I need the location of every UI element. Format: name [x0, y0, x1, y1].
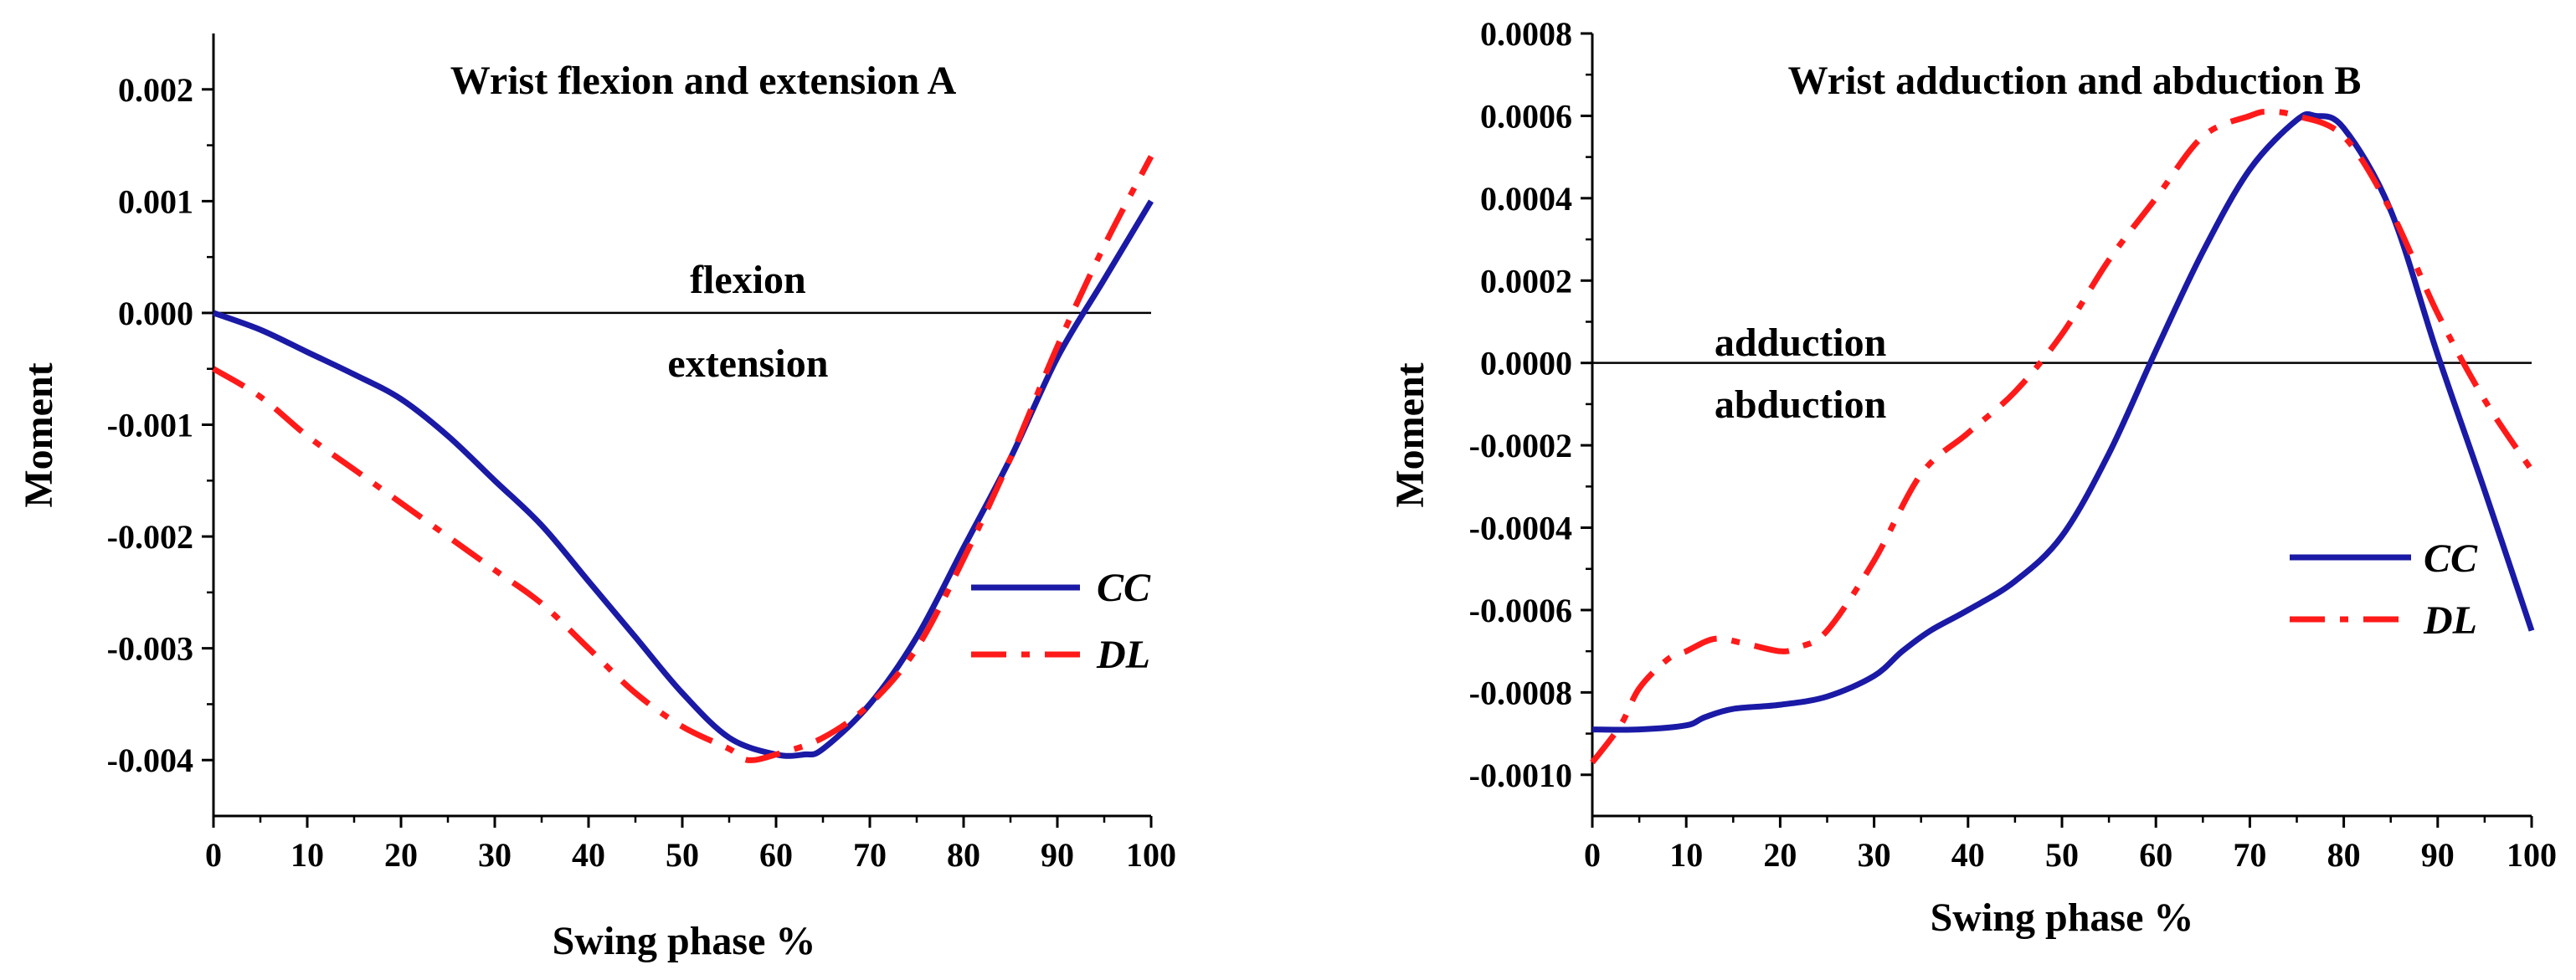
x-tick-label: 0: [1584, 836, 1601, 874]
annotation-extension: extension: [667, 341, 828, 386]
x-tick-label: 90: [1041, 836, 1074, 874]
x-tick-label: 70: [2233, 836, 2266, 874]
y-tick-label: -0.0010: [1469, 757, 1572, 794]
x-tick-label: 50: [666, 836, 699, 874]
annotation-flexion: flexion: [690, 258, 806, 302]
y-tick-label: -0.002: [107, 518, 193, 556]
legend-a: CC DL: [971, 566, 1151, 677]
series-line-cc-a: [212, 199, 1154, 759]
legend-b: CC DL: [2290, 536, 2478, 643]
y-tick-label: 0.0008: [1480, 15, 1572, 53]
y-tick-label: -0.003: [107, 630, 193, 668]
y-tick-label: -0.0006: [1469, 592, 1572, 629]
x-tick-label: 20: [1763, 836, 1797, 874]
x-tick-label: 10: [1669, 836, 1703, 874]
chart-title-a: Wrist flexion and extension A: [450, 59, 957, 103]
y-axis-label-b: Moment: [1388, 362, 1432, 507]
x-tick-label: 90: [2421, 836, 2455, 874]
y-tick-label: 0.0000: [1480, 345, 1572, 382]
x-tick-label: 0: [205, 836, 222, 874]
chart-title-b: Wrist adduction and abduction B: [1788, 59, 2362, 103]
x-axis-label-a: Swing phase %: [553, 919, 816, 963]
y-tick-label: -0.004: [107, 741, 193, 779]
y-tick-label: -0.0004: [1469, 510, 1572, 547]
chart-panel-b: Wrist adduction and abduction B Moment S…: [1388, 15, 2557, 940]
x-tick-label: 80: [947, 836, 980, 874]
x-tick-label: 100: [1126, 836, 1176, 874]
x-tick-label: 80: [2327, 836, 2361, 874]
x-tick-label: 60: [759, 836, 793, 874]
legend-label-dl-b: DL: [2423, 598, 2477, 643]
x-tick-label: 50: [2045, 836, 2079, 874]
y-axis-label-a: Moment: [17, 362, 61, 507]
x-tick-label: 100: [2507, 836, 2557, 874]
y-ticks-a: -0.004 -0.003 -0.002 -0.001 0.000 0.001 0.002: [107, 71, 213, 779]
series-line-dl-b: [1590, 108, 2534, 765]
legend-label-cc-b: CC: [2424, 536, 2478, 581]
series-line-dl-a: [212, 155, 1154, 763]
x-tick-label: 70: [853, 836, 887, 874]
x-axis-label-b: Swing phase %: [1931, 895, 2194, 940]
y-tick-label: 0.001: [118, 182, 193, 220]
x-tick-label: 60: [2139, 836, 2172, 874]
x-tick-label: 40: [1951, 836, 1985, 874]
y-tick-label: -0.0008: [1469, 674, 1572, 711]
x-tick-label: 30: [1858, 836, 1891, 874]
y-tick-label: -0.0002: [1469, 427, 1572, 464]
x-tick-label: 20: [384, 836, 418, 874]
legend-label-cc-a: CC: [1097, 566, 1151, 610]
y-tick-label: 0.002: [118, 71, 193, 109]
y-tick-label: -0.001: [107, 407, 193, 444]
y-tick-label: 0.000: [118, 295, 193, 332]
chart-panel-a: Wrist flexion and extension A Moment Swi…: [17, 33, 1176, 963]
y-ticks-b: -0.0010 -0.0008 -0.0006 -0.0004 -0.0002 0.000…: [1469, 15, 1592, 794]
x-ticks-b: 0 10 20 30 40 50 60 70 80 90 100: [1584, 816, 2557, 874]
x-ticks-a: 0 10 20 30 40 50 60 70 80 90 100: [205, 816, 1176, 874]
x-tick-label: 10: [291, 836, 324, 874]
annotation-abduction: abduction: [1715, 382, 1886, 427]
y-tick-label: 0.0004: [1480, 180, 1572, 218]
y-tick-label: 0.0002: [1480, 262, 1572, 300]
y-tick-label: 0.0006: [1480, 97, 1572, 135]
annotation-adduction: adduction: [1715, 321, 1886, 365]
x-tick-label: 40: [572, 836, 605, 874]
x-tick-label: 30: [478, 836, 512, 874]
legend-label-dl-a: DL: [1096, 633, 1150, 677]
